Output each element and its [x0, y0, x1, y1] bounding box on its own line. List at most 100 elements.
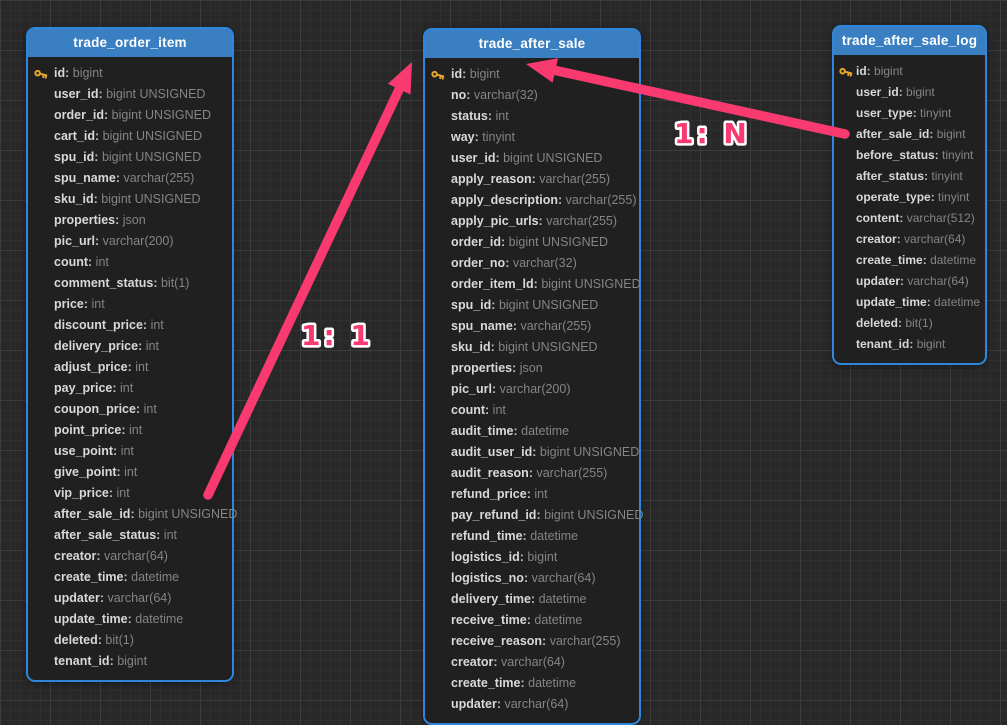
field-row-adjust_price[interactable]: adjust_price: int: [28, 357, 232, 378]
field-row-pay_refund_id[interactable]: pay_refund_id: bigint UNSIGNED: [425, 505, 643, 526]
field-row-delivery_time[interactable]: delivery_time: datetime: [425, 589, 639, 610]
field-row-logistics_no[interactable]: logistics_no: varchar(64): [425, 568, 639, 589]
field-name: pay_price: [54, 381, 113, 395]
field-row-after_status[interactable]: after_status: tinyint: [834, 166, 985, 187]
field-row-user_id[interactable]: user_id: bigint UNSIGNED: [28, 84, 232, 105]
field-type: varchar(512): [906, 211, 975, 225]
field-row-user_id[interactable]: user_id: bigint: [834, 82, 985, 103]
field-row-cart_id[interactable]: cart_id: bigint UNSIGNED: [28, 126, 232, 147]
field-row-give_point[interactable]: give_point: int: [28, 462, 232, 483]
field-row-count[interactable]: count: int: [425, 400, 639, 421]
field-row-updater[interactable]: updater: varchar(64): [28, 588, 232, 609]
field-row-after_sale_id[interactable]: after_sale_id: bigint UNSIGNED: [28, 504, 237, 525]
field-name: spu_id: [54, 150, 95, 164]
field-row-spu_name[interactable]: spu_name: varchar(255): [425, 316, 639, 337]
field-type: varchar(64): [907, 274, 969, 288]
field-row-vip_price[interactable]: vip_price: int: [28, 483, 232, 504]
field-row-before_status[interactable]: before_status: tinyint: [834, 145, 985, 166]
field-row-spu_name[interactable]: spu_name: varchar(255): [28, 168, 232, 189]
field-row-id[interactable]: id: bigint: [425, 64, 639, 85]
field-row-logistics_id[interactable]: logistics_id: bigint: [425, 547, 639, 568]
field-name: deleted: [54, 633, 98, 647]
field-row-user_id[interactable]: user_id: bigint UNSIGNED: [425, 148, 639, 169]
field-row-user_type[interactable]: user_type: tinyint: [834, 103, 985, 124]
field-row-apply_pic_urls[interactable]: apply_pic_urls: varchar(255): [425, 211, 639, 232]
field-type: int: [120, 381, 134, 395]
field-row-creator[interactable]: creator: varchar(64): [28, 546, 232, 567]
field-list: id: bigint user_id: bigint user_type: tiny…: [834, 55, 985, 363]
field-row-delivery_price[interactable]: delivery_price: int: [28, 336, 232, 357]
table-header-trade_after_sale[interactable]: trade_after_sale: [425, 30, 639, 58]
field-row-pic_url[interactable]: pic_url: varchar(200): [28, 231, 232, 252]
field-row-create_time[interactable]: create_time: datetime: [834, 250, 985, 271]
field-row-properties[interactable]: properties: json: [425, 358, 639, 379]
field-row-spu_id[interactable]: spu_id: bigint UNSIGNED: [28, 147, 232, 168]
field-row-properties[interactable]: properties: json: [28, 210, 232, 231]
field-row-point_price[interactable]: point_price: int: [28, 420, 232, 441]
field-type: bigint: [874, 64, 903, 78]
field-row-pic_url[interactable]: pic_url: varchar(200): [425, 379, 639, 400]
field-name: operate_type: [856, 190, 931, 204]
field-row-updater[interactable]: updater: varchar(64): [834, 271, 985, 292]
field-row-spu_id[interactable]: spu_id: bigint UNSIGNED: [425, 295, 639, 316]
field-row-create_time[interactable]: create_time: datetime: [28, 567, 232, 588]
field-row-coupon_price[interactable]: coupon_price: int: [28, 399, 232, 420]
field-row-creator[interactable]: creator: varchar(64): [834, 229, 985, 250]
field-row-tenant_id[interactable]: tenant_id: bigint: [834, 334, 985, 355]
table-trade_after_sale[interactable]: trade_after_sale id: bigint no: varchar(32…: [423, 28, 643, 725]
field-row-order_no[interactable]: order_no: varchar(32): [425, 253, 639, 274]
field-row-apply_description[interactable]: apply_description: varchar(255): [425, 190, 639, 211]
field-row-comment_status[interactable]: comment_status: bit(1): [28, 273, 232, 294]
field-name: refund_price: [451, 487, 527, 501]
field-row-refund_time[interactable]: refund_time: datetime: [425, 526, 639, 547]
field-row-id[interactable]: id: bigint: [834, 61, 985, 82]
field-row-order_item_ld[interactable]: order_item_ld: bigint UNSIGNED: [425, 274, 641, 295]
field-separator: :: [153, 276, 161, 290]
field-separator: :: [533, 277, 542, 291]
field-row-no[interactable]: no: varchar(32): [425, 85, 639, 106]
table-header-trade_order_item[interactable]: trade_order_item: [28, 29, 232, 57]
field-row-content[interactable]: content: varchar(512): [834, 208, 985, 229]
field-row-update_time[interactable]: update_time: datetime: [28, 609, 232, 630]
field-separator: :: [113, 444, 121, 458]
field-row-price[interactable]: price: int: [28, 294, 232, 315]
field-row-sku_id[interactable]: sku_id: bigint UNSIGNED: [425, 337, 639, 358]
field-row-order_id[interactable]: order_id: bigint UNSIGNED: [28, 105, 232, 126]
field-row-pay_price[interactable]: pay_price: int: [28, 378, 232, 399]
table-trade_after_sale_log[interactable]: trade_after_sale_log id: bigint user_id: b…: [832, 25, 987, 365]
field-row-tenant_id[interactable]: tenant_id: bigint: [28, 651, 232, 672]
field-row-after_sale_id[interactable]: after_sale_id: bigint: [834, 124, 985, 145]
field-row-deleted[interactable]: deleted: bit(1): [28, 630, 232, 651]
field-row-receive_reason[interactable]: receive_reason: varchar(255): [425, 631, 639, 652]
field-row-audit_time[interactable]: audit_time: datetime: [425, 421, 639, 442]
field-type: tinyint: [938, 190, 970, 204]
field-row-use_point[interactable]: use_point: int: [28, 441, 232, 462]
field-separator: :: [115, 171, 124, 185]
field-row-sku_id[interactable]: sku_id: bigint UNSIGNED: [28, 189, 232, 210]
field-row-create_time[interactable]: create_time: datetime: [425, 673, 639, 694]
field-row-creator[interactable]: creator: varchar(64): [425, 652, 639, 673]
table-header-trade_after_sale_log[interactable]: trade_after_sale_log: [834, 27, 985, 55]
field-row-after_sale_status[interactable]: after_sale_status: int: [28, 525, 232, 546]
table-trade_order_item[interactable]: trade_order_item id: bigint user_id: bigin…: [26, 27, 237, 682]
field-separator: :: [462, 67, 470, 81]
field-row-count[interactable]: count: int: [28, 252, 232, 273]
field-row-deleted[interactable]: deleted: bit(1): [834, 313, 985, 334]
field-name: discount_price: [54, 318, 143, 332]
field-row-refund_price[interactable]: refund_price: int: [425, 484, 639, 505]
field-row-update_time[interactable]: update_time: datetime: [834, 292, 985, 313]
field-row-audit_user_id[interactable]: audit_user_id: bigint UNSIGNED: [425, 442, 639, 463]
field-row-receive_time[interactable]: receive_time: datetime: [425, 610, 639, 631]
field-row-way[interactable]: way: tinyint: [425, 127, 639, 148]
field-row-audit_reason[interactable]: audit_reason: varchar(255): [425, 463, 639, 484]
field-type: int: [143, 402, 157, 416]
field-name: pay_refund_id: [451, 508, 537, 522]
field-row-apply_reason[interactable]: apply_reason: varchar(255): [425, 169, 639, 190]
field-row-status[interactable]: status: int: [425, 106, 639, 127]
field-row-operate_type[interactable]: operate_type: tinyint: [834, 187, 985, 208]
field-row-id[interactable]: id: bigint: [28, 63, 232, 84]
field-row-updater[interactable]: updater: varchar(64): [425, 694, 639, 715]
field-row-order_id[interactable]: order_id: bigint UNSIGNED: [425, 232, 639, 253]
field-row-discount_price[interactable]: discount_price: int: [28, 315, 232, 336]
